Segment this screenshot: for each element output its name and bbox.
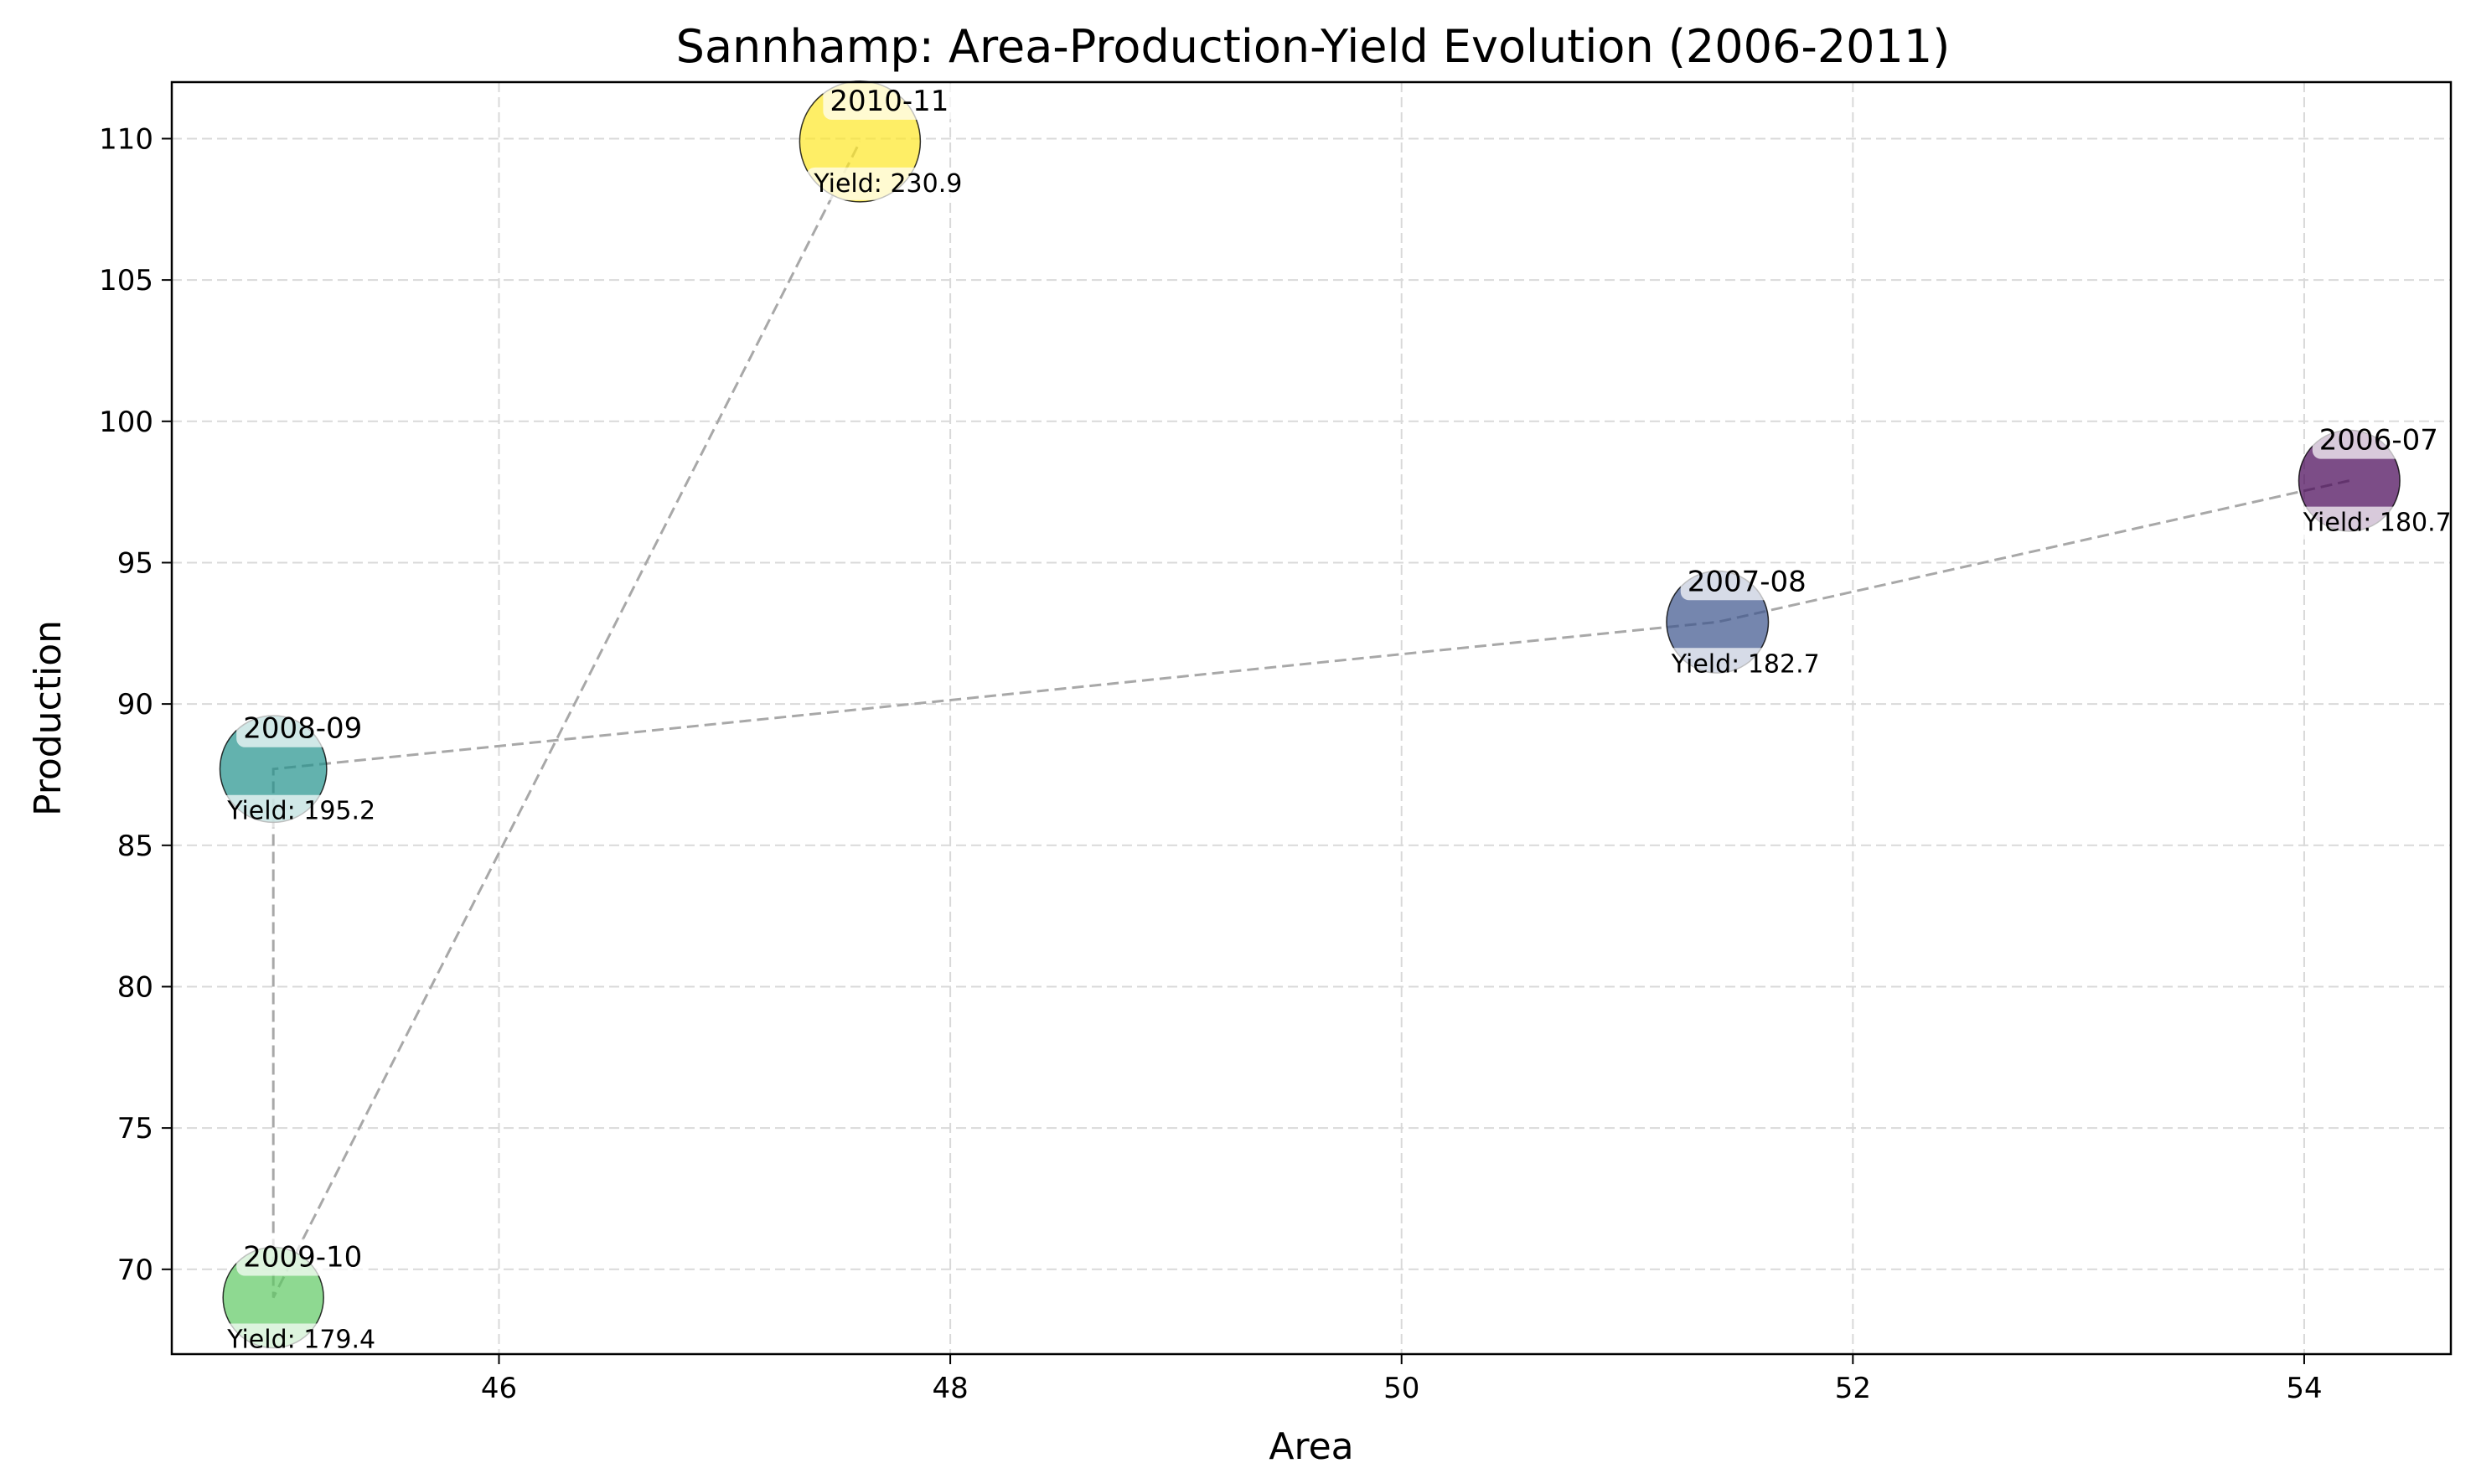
point-year-label: 2006-07 <box>2319 424 2438 458</box>
yield-label-background <box>1663 648 1827 681</box>
point-year-label: 2008-09 <box>243 712 362 746</box>
y-tick-label: 75 <box>117 1112 153 1145</box>
year-label-background <box>1680 563 1813 601</box>
yield-label-background <box>2295 506 2458 540</box>
x-axis-label: Area <box>1269 1425 1353 1468</box>
point-year-label: 2007-08 <box>1688 565 1807 598</box>
point-yield-label: Yield: 230.9 <box>813 169 962 199</box>
x-tick-label: 52 <box>1835 1372 1871 1405</box>
y-tick-label: 90 <box>117 688 153 721</box>
y-tick-label: 105 <box>99 264 153 297</box>
year-label-background <box>236 710 370 747</box>
yield-label-background <box>806 167 969 200</box>
y-tick-label: 85 <box>117 830 153 863</box>
point-yield-label: Yield: 182.7 <box>1671 649 1820 679</box>
point-year-label: 2009-10 <box>243 1241 362 1275</box>
y-tick-label: 80 <box>117 970 153 1004</box>
y-tick-label: 95 <box>117 546 153 580</box>
axis-ticks: 46 48 50 52 54 70 75 80 85 90 95 100 105 110 <box>99 122 2322 1405</box>
point-yield-label: Yield: 179.4 <box>226 1326 375 1355</box>
x-tick-label: 48 <box>932 1372 968 1405</box>
year-label-background <box>823 82 956 120</box>
point-label-layer: 2006-07 Yield: 180.7 2007-08 Yield: 182.7 20… <box>220 82 2458 1357</box>
chart-title: Sannhamp: Area-Production-Yield Evolutio… <box>676 20 1951 73</box>
grid-lines <box>172 82 2451 1354</box>
point-yield-label: Yield: 195.2 <box>226 797 375 826</box>
year-label-background <box>2312 421 2445 459</box>
y-tick-label: 70 <box>117 1254 153 1287</box>
x-tick-label: 46 <box>481 1372 517 1405</box>
x-tick-label: 50 <box>1383 1372 1419 1405</box>
y-axis-label: Production <box>27 620 70 816</box>
plot-frame <box>170 80 2453 1356</box>
yield-label-background <box>220 1323 383 1357</box>
y-tick-label: 100 <box>99 406 153 439</box>
yield-label-background <box>220 794 383 828</box>
y-tick-label: 110 <box>99 122 153 156</box>
point-yield-label: Yield: 180.7 <box>2303 509 2452 538</box>
point-year-label: 2010-11 <box>830 85 949 118</box>
year-label-background <box>236 1238 370 1276</box>
x-tick-label: 54 <box>2286 1372 2322 1405</box>
